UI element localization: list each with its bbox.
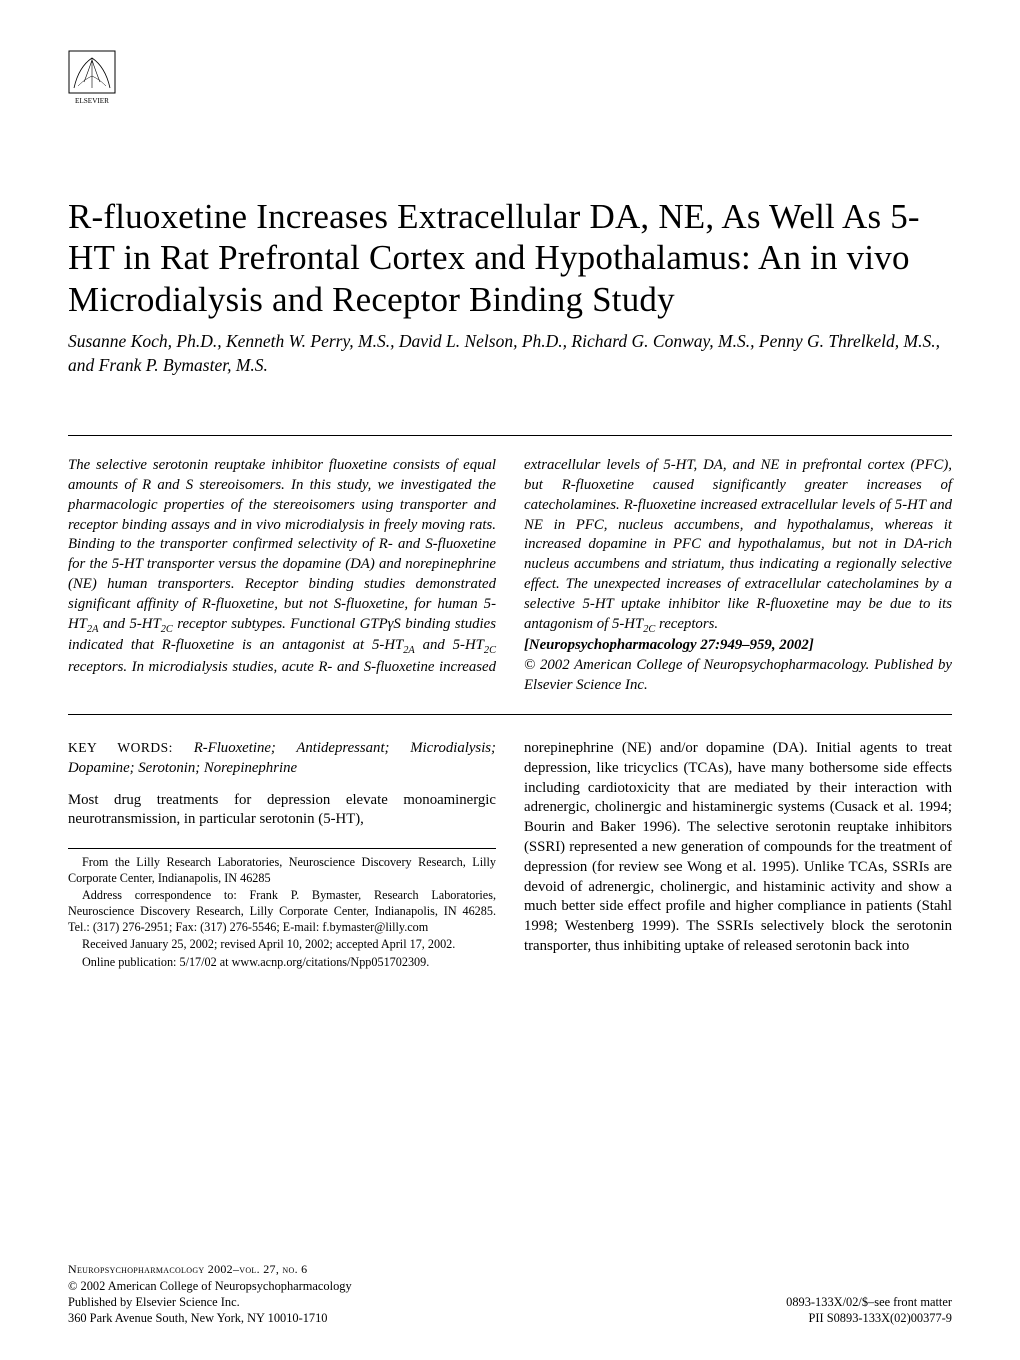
footer-left: Neuropsychopharmacology 2002–vol. 27, no… <box>68 1262 352 1326</box>
footnote-dates: Received January 25, 2002; revised April… <box>68 937 496 953</box>
publisher-logo: ELSEVIER <box>68 50 116 106</box>
footnote-online: Online publication: 5/17/02 at www.acnp.… <box>68 955 496 971</box>
body-right-paragraph: norepinephrine (NE) and/or dopamine (DA)… <box>524 739 952 957</box>
abstract-text: The selective serotonin reuptake inhibit… <box>68 456 952 696</box>
footer-copyright: © 2002 American College of Neuropsychoph… <box>68 1278 352 1294</box>
footnotes-block: From the Lilly Research Laboratories, Ne… <box>68 848 496 970</box>
body-left-paragraph: Most drug treatments for depression elev… <box>68 791 496 831</box>
footer-pii: PII S0893-133X(02)00377-9 <box>786 1310 952 1326</box>
footnote-affiliation: From the Lilly Research Laboratories, Ne… <box>68 855 496 886</box>
page-footer: Neuropsychopharmacology 2002–vol. 27, no… <box>68 1262 952 1326</box>
footer-publisher: Published by Elsevier Science Inc. <box>68 1294 352 1310</box>
right-column: norepinephrine (NE) and/or dopamine (DA)… <box>524 739 952 973</box>
footnote-correspondence: Address correspondence to: Frank P. Byma… <box>68 888 496 935</box>
article-title: R-fluoxetine Increases Extracellular DA,… <box>68 196 952 320</box>
footer-address: 360 Park Avenue South, New York, NY 1001… <box>68 1310 352 1326</box>
left-column: KEY WORDS: R-Fluoxetine; Antidepressant;… <box>68 739 496 973</box>
authors-line: Susanne Koch, Ph.D., Kenneth W. Perry, M… <box>68 330 952 377</box>
footer-issn: 0893-133X/02/$–see front matter <box>786 1294 952 1310</box>
body-columns: KEY WORDS: R-Fluoxetine; Antidepressant;… <box>68 739 952 973</box>
keywords: KEY WORDS: R-Fluoxetine; Antidepressant;… <box>68 739 496 779</box>
footer-right: 0893-133X/02/$–see front matter PII S089… <box>786 1294 952 1326</box>
footer-journal-line: Neuropsychopharmacology 2002–vol. 27, no… <box>68 1262 352 1278</box>
publisher-logo-label: ELSEVIER <box>75 97 109 105</box>
abstract-block: The selective serotonin reuptake inhibit… <box>68 435 952 715</box>
keywords-label: KEY WORDS: <box>68 740 173 755</box>
